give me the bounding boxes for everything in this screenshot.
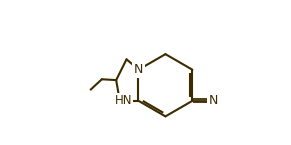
Text: N: N	[209, 94, 219, 107]
Text: HN: HN	[115, 94, 132, 107]
Text: N: N	[134, 63, 143, 76]
